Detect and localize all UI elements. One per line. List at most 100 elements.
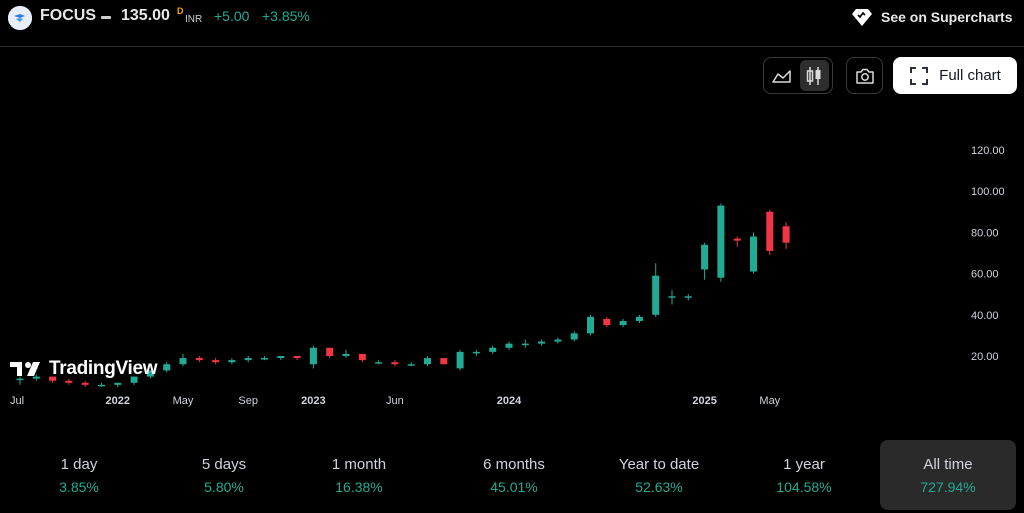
see-on-supercharts-label: See on Supercharts <box>881 9 1013 25</box>
candle-body <box>554 339 562 342</box>
candle-body <box>570 333 578 340</box>
camera-icon <box>855 68 874 84</box>
candle <box>505 341 513 350</box>
price-chart[interactable]: 20.00 40.00 60.00 80.00 100.00 120.00 Jul 2022… <box>0 100 1024 420</box>
see-on-supercharts-link[interactable]: See on Supercharts <box>851 6 1013 28</box>
tradingview-wordmark: TradingView <box>49 358 158 379</box>
x-tick-label: Jun <box>386 395 404 407</box>
candle <box>717 203 725 282</box>
x-tick-label: 2023 <box>301 395 325 407</box>
supercharts-gem-icon <box>852 9 872 26</box>
candle-body <box>635 316 643 321</box>
candle <box>587 314 594 336</box>
candle <box>309 345 317 369</box>
y-tick-label: 80.00 <box>971 227 999 239</box>
candle-body <box>750 236 757 272</box>
candle <box>81 380 89 387</box>
period-change: 16.38% <box>335 479 383 495</box>
candle <box>750 232 757 274</box>
candle <box>489 345 497 354</box>
candle <box>195 356 203 363</box>
period-year-to-date[interactable]: Year to date 52.63% <box>591 440 727 510</box>
candle <box>358 353 366 363</box>
chart-style-toggle <box>763 57 833 94</box>
candle-body <box>505 343 513 348</box>
candle <box>603 316 611 328</box>
candle <box>261 356 268 361</box>
period-1-year[interactable]: 1 year 104.58% <box>736 440 872 510</box>
candle-body <box>228 360 236 363</box>
y-tick-label: 60.00 <box>971 269 999 281</box>
candle-body <box>489 347 497 352</box>
period-6-months[interactable]: 6 months 45.01% <box>446 440 582 510</box>
period-label: 6 months <box>483 456 545 473</box>
period-label: 5 days <box>201 456 247 473</box>
tradingview-watermark: TradingView <box>10 358 158 380</box>
snapshot-button[interactable] <box>846 57 883 94</box>
candle <box>684 294 692 301</box>
last-price: 135.00 <box>121 7 170 24</box>
symbol-name[interactable]: FOCUS <box>40 7 96 24</box>
candle-body <box>81 382 89 385</box>
candle-body <box>407 364 415 366</box>
full-chart-button[interactable]: Full chart <box>893 57 1017 94</box>
x-tick-label: 2022 <box>106 395 130 407</box>
x-tick-label: 2025 <box>692 395 716 407</box>
period-change: 45.01% <box>490 479 538 495</box>
candle-body <box>733 238 741 241</box>
candle <box>538 339 546 346</box>
area-chart-icon <box>772 69 791 83</box>
price-change-percent: +3.85% <box>262 8 310 24</box>
candle-body <box>440 358 448 365</box>
candle-body <box>130 376 138 383</box>
candle <box>766 209 774 256</box>
period-label: 1 day <box>60 456 98 473</box>
area-chart-button[interactable] <box>767 60 797 91</box>
candle-body <box>146 370 154 377</box>
candle <box>342 349 350 359</box>
candle-body <box>456 351 464 369</box>
candle-body <box>244 358 252 361</box>
candle <box>391 360 399 367</box>
candle-body <box>619 320 627 326</box>
candles-icon <box>807 66 821 85</box>
candle <box>228 358 236 365</box>
candle <box>782 222 790 249</box>
y-axis: 20.00 40.00 60.00 80.00 100.00 120.00 <box>971 145 1005 363</box>
candle <box>293 356 301 361</box>
candle <box>32 374 40 381</box>
x-tick-label: May <box>173 395 194 407</box>
period-label: Year to date <box>618 456 700 473</box>
candle-body <box>391 362 399 365</box>
candles-chart-button[interactable] <box>799 60 829 91</box>
candle-body <box>309 347 317 365</box>
symbol-header: FOCUS 135.00 D INR +5.00 +3.85% See on S… <box>0 0 1024 47</box>
candle-body <box>717 205 725 278</box>
candle <box>65 378 73 385</box>
period-1-month[interactable]: 1 month 16.38% <box>291 440 427 510</box>
candle-body <box>114 382 122 385</box>
candle-body <box>212 360 220 363</box>
period-change: 5.80% <box>204 479 244 495</box>
candle-body <box>49 376 57 381</box>
candle-body <box>652 275 660 315</box>
candle-body <box>179 358 187 365</box>
tradingview-logo-icon <box>10 362 40 376</box>
x-tick-label: May <box>759 395 780 407</box>
separator-dash <box>101 16 111 19</box>
y-tick-label: 100.00 <box>971 186 1005 198</box>
period-5-days[interactable]: 5 days 5.80% <box>156 440 292 510</box>
y-tick-label: 40.00 <box>971 310 999 322</box>
candle-body <box>32 376 40 379</box>
candle-body <box>603 318 611 326</box>
candle-body <box>668 296 676 298</box>
candle-body <box>587 316 594 334</box>
candle-body <box>521 343 529 346</box>
period-label: 1 month <box>331 456 387 473</box>
period-all-time[interactable]: All time 727.94% <box>880 440 1016 510</box>
candle-body <box>472 351 480 354</box>
currency-code: INR <box>185 14 203 25</box>
candle-body <box>782 226 790 243</box>
candle <box>635 314 643 324</box>
period-1-day[interactable]: 1 day 3.85% <box>11 440 147 510</box>
